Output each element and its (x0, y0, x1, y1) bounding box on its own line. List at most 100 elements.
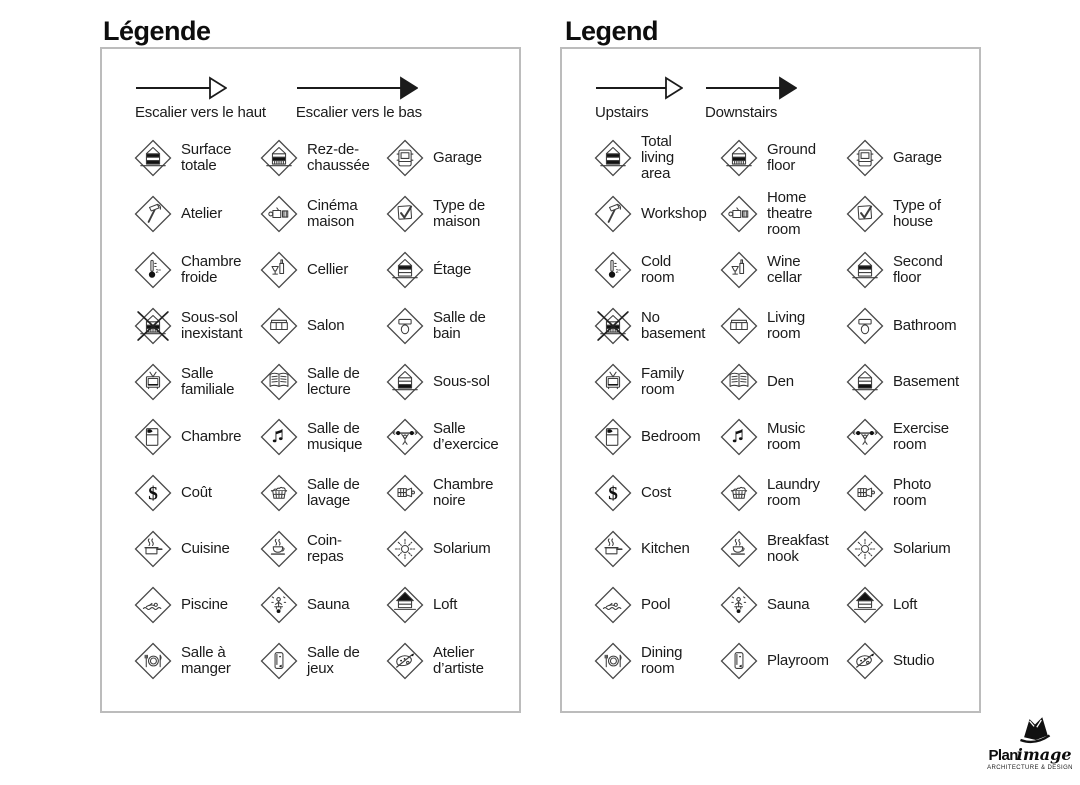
no-basement-icon (594, 307, 632, 345)
cost-icon: $ (594, 474, 632, 512)
legend-item-label: Salle de musique (307, 420, 363, 454)
legend-item: Garage (384, 137, 516, 179)
legend-item: $ Coût (132, 472, 258, 514)
legend-item-label: Bathroom (893, 316, 957, 334)
legend-item: Dining room (592, 640, 718, 682)
legend-item: Family room (592, 361, 718, 403)
legend-item: Home theatre room (718, 188, 844, 238)
legend-item-label: Coin-repas (307, 532, 344, 566)
legend-item: Garage (844, 137, 976, 179)
legend-item: Salon (258, 305, 384, 347)
legend-item-label: Cold room (641, 252, 675, 286)
legend-item: Salle de lavage (258, 472, 384, 514)
exercise-room-icon (386, 418, 424, 456)
svg-text:2°: 2° (616, 269, 621, 275)
legend-item: Photo room (844, 472, 976, 514)
music-room-icon (260, 418, 298, 456)
legend-item: Pool (592, 584, 718, 626)
legend-item: Atelier (132, 193, 258, 235)
bedroom-icon (594, 418, 632, 456)
loft-icon (386, 586, 424, 624)
legend-item: Laundry room (718, 472, 844, 514)
legend-item: Atelier d’artiste (384, 640, 516, 682)
legend-item: Cellier (258, 249, 384, 291)
dining-room-icon (594, 642, 632, 680)
legend-grid: Surface totale Rez-de-chaussée Garage Ateli… (132, 130, 516, 689)
den-icon (720, 363, 758, 400)
legend-item: Salle de jeux (258, 640, 384, 682)
legend-item: Coin-repas (258, 528, 384, 570)
kitchen-icon (134, 530, 172, 568)
legend-item: Bathroom (844, 305, 976, 347)
garage-icon (846, 139, 884, 177)
legend-item-label: Playroom (767, 651, 829, 669)
stairs-up-arrow: Escalier vers le haut (135, 75, 266, 121)
legend-item-label: Salle familiale (181, 364, 235, 398)
legend-item-label: Cuisine (181, 540, 230, 558)
home-theatre-icon (260, 195, 298, 233)
bathroom-icon (386, 307, 424, 345)
living-room-icon (260, 307, 298, 345)
studio-icon (386, 642, 424, 680)
second-floor-icon (386, 251, 424, 289)
legend-item-label: Salle de jeux (307, 643, 360, 677)
total-living-area-icon (134, 139, 172, 177)
stairs-arrows: Upstairs Downstairs (595, 75, 797, 121)
planimage-logo: Planimage ARCHITECTURE & DESIGN (980, 714, 1080, 771)
breakfast-nook-icon (260, 530, 298, 568)
svg-text:$: $ (608, 484, 618, 505)
legend-item: Chambre noire (384, 472, 516, 514)
home-theatre-icon (720, 195, 758, 233)
legend-item-label: Atelier (181, 204, 223, 222)
legend-item: Sous-sol (384, 361, 516, 403)
legend-item-label: Surface totale (181, 140, 232, 174)
legend-item-label: Rez-de-chaussée (307, 140, 370, 174)
legend-item-label: Garage (433, 148, 482, 166)
playroom-icon (260, 642, 298, 680)
legend-item: Salle de lecture (258, 361, 384, 403)
legend-item: Chambre (132, 416, 258, 458)
legend-item-label: Family room (641, 364, 684, 398)
legend-panel-english: Upstairs Downstairs Total living area Grou… (560, 47, 981, 713)
legend-item: 2° Chambre froide (132, 249, 258, 291)
workshop-icon (594, 195, 632, 233)
legend-item-label: Sauna (767, 596, 810, 614)
legend-item-label: Music room (767, 420, 806, 454)
legend-item-label: No basement (641, 308, 706, 342)
legend-item: Total living area (592, 133, 718, 182)
legend-item-label: Garage (893, 148, 942, 166)
legend-item: Rez-de-chaussée (258, 137, 384, 179)
legend-item-label: Laundry room (767, 476, 820, 510)
dining-room-icon (134, 642, 172, 680)
stairs-arrow-label: Escalier vers le haut (135, 104, 266, 121)
logo-word-image: image (1016, 745, 1072, 764)
breakfast-nook-icon (720, 530, 758, 568)
stairs-down-arrow: Downstairs (705, 75, 797, 121)
basement-icon (846, 363, 884, 400)
legend-item: Ground floor (718, 137, 844, 179)
family-room-icon (594, 363, 632, 400)
legend-item: 2° Cold room (592, 249, 718, 291)
legend-item: Loft (844, 584, 976, 626)
ground-floor-icon (260, 139, 298, 177)
basement-icon (386, 363, 424, 400)
legend-item: Studio (844, 640, 976, 682)
legend-item-label: Living room (767, 308, 805, 342)
logo-tagline: ARCHITECTURE & DESIGN (987, 765, 1073, 771)
bedroom-icon (134, 418, 172, 456)
sauna-icon (260, 586, 298, 624)
sauna-icon (720, 586, 758, 624)
legend-item: Loft (384, 584, 516, 626)
legend-item: Solarium (844, 528, 976, 570)
svg-text:2°: 2° (156, 269, 161, 275)
legend-item-label: Home theatre room (767, 188, 813, 238)
exercise-room-icon (846, 418, 884, 456)
legend-item-label: Sauna (307, 596, 350, 614)
legend-item-label: Basement (893, 372, 959, 390)
stairs-down-arrow: Escalier vers le bas (296, 75, 422, 121)
legend-item-label: Salle de bain (433, 308, 486, 342)
legend-item-label: Solarium (893, 540, 951, 558)
no-basement-icon (134, 307, 172, 345)
legend-item-label: Chambre noire (433, 476, 494, 510)
legend-item-label: Cinéma maison (307, 196, 358, 230)
